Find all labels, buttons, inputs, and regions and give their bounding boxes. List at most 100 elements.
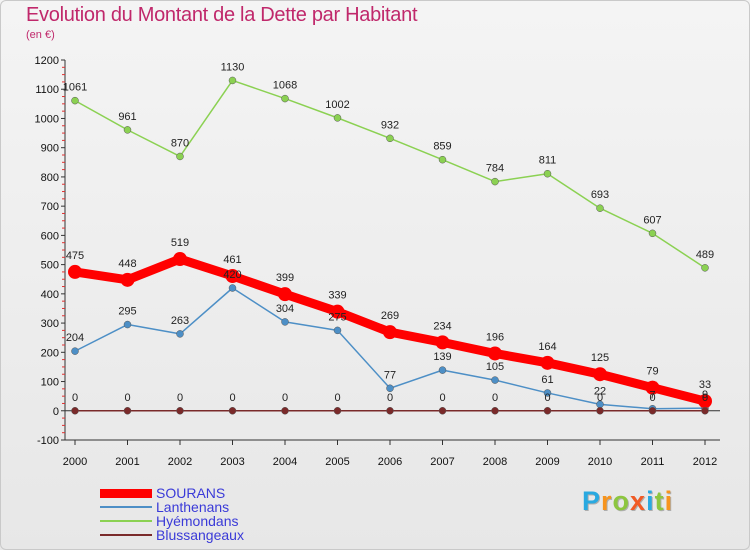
- data-point: [176, 407, 184, 415]
- data-label: 784: [486, 163, 504, 175]
- data-label: 519: [171, 237, 189, 249]
- data-point: [123, 320, 132, 329]
- data-label: 275: [328, 311, 346, 323]
- y-tick-label: 600: [41, 230, 59, 242]
- data-label: 420: [223, 269, 241, 281]
- data-label: 399: [276, 272, 294, 284]
- data-point: [543, 407, 552, 415]
- data-point: [123, 407, 132, 415]
- data-point: [386, 134, 394, 143]
- data-label: 0: [124, 392, 130, 404]
- data-label: 461: [223, 254, 241, 266]
- data-label: 961: [118, 111, 136, 123]
- data-label: 0: [334, 392, 340, 404]
- data-label: 263: [171, 315, 189, 327]
- legend-label: Blussangeaux: [156, 527, 244, 543]
- x-tick-label: 2008: [483, 456, 507, 468]
- data-point: [698, 394, 712, 409]
- y-tick-label: 900: [41, 143, 59, 155]
- data-point: [386, 384, 394, 393]
- data-label: 295: [118, 306, 136, 318]
- y-tick-label: 1000: [35, 113, 59, 125]
- data-label: 7: [649, 390, 655, 402]
- y-tick-label: 200: [41, 347, 59, 359]
- data-label: 859: [433, 141, 451, 153]
- y-tick-label: -100: [37, 435, 59, 447]
- data-label: 0: [177, 392, 183, 404]
- data-point: [593, 367, 607, 382]
- x-tick-label: 2005: [325, 456, 349, 468]
- page-subtitle: (en €): [26, 29, 55, 41]
- data-point: [648, 229, 657, 238]
- data-label: 1061: [63, 82, 87, 94]
- data-point: [123, 126, 132, 134]
- data-point: [281, 318, 289, 326]
- data-label: 1130: [221, 61, 245, 73]
- data-point: [333, 326, 342, 335]
- x-tick-label: 2003: [220, 456, 244, 468]
- data-label: 304: [276, 303, 294, 315]
- data-label: 811: [539, 155, 557, 167]
- legend-label: Lanthenans: [156, 499, 230, 515]
- data-point: [281, 407, 289, 415]
- y-tick-label: 400: [41, 289, 59, 301]
- data-label: 870: [171, 137, 189, 149]
- data-label: 269: [381, 310, 399, 322]
- data-point: [488, 346, 502, 361]
- y-tick-label: 1100: [35, 84, 59, 96]
- logo-letter: i: [664, 486, 674, 516]
- y-tick-label: 300: [41, 318, 59, 330]
- data-point: [278, 287, 292, 302]
- data-point: [71, 96, 79, 105]
- data-point: [225, 269, 240, 284]
- data-label: 105: [486, 361, 504, 373]
- data-point: [596, 204, 604, 212]
- data-point: [228, 407, 237, 415]
- data-point: [383, 325, 397, 340]
- y-tick-label: 700: [41, 201, 59, 213]
- data-label: 0: [649, 392, 655, 404]
- data-point: [333, 407, 342, 415]
- data-label: 125: [591, 352, 609, 364]
- x-tick-label: 2012: [693, 456, 717, 468]
- data-label: 0: [597, 392, 603, 404]
- data-label: 196: [486, 331, 504, 343]
- data-point: [71, 347, 79, 355]
- x-tick-label: 2006: [378, 456, 402, 468]
- logo-letter: r: [601, 486, 613, 516]
- data-label: 1068: [273, 80, 297, 92]
- chart-axes: -100010020030040050060070080090010001100…: [35, 55, 720, 468]
- y-tick-label: 0: [53, 406, 59, 418]
- series-labels: 1061961870113010681002932859784811693607…: [63, 61, 714, 403]
- logo-letter: t: [654, 486, 665, 516]
- data-label: 77: [384, 369, 396, 381]
- page-title: Evolution du Montant de la Dette par Hab…: [26, 4, 418, 26]
- data-label: 22: [594, 385, 606, 397]
- data-label: 489: [696, 249, 714, 261]
- data-point: [281, 94, 289, 103]
- data-point: [491, 177, 499, 186]
- x-tick-label: 2001: [115, 456, 139, 468]
- data-point: [386, 407, 394, 415]
- data-point: [435, 335, 450, 350]
- data-point: [228, 76, 237, 85]
- data-label: 33: [699, 379, 711, 391]
- y-tick-label: 800: [41, 172, 59, 184]
- data-label: 0: [702, 392, 708, 404]
- data-label: 139: [433, 351, 451, 363]
- x-tick-label: 2011: [641, 456, 665, 468]
- x-tick-label: 2009: [535, 456, 559, 468]
- data-label: 0: [229, 392, 235, 404]
- logo-letter: o: [612, 486, 631, 516]
- data-point: [596, 407, 604, 415]
- data-point: [543, 389, 552, 397]
- data-label: 234: [433, 320, 451, 332]
- data-point: [330, 304, 345, 319]
- data-point: [438, 407, 447, 415]
- x-tick-label: 2000: [63, 456, 87, 468]
- data-label: 0: [439, 392, 445, 404]
- data-point: [333, 114, 342, 122]
- data-point: [491, 376, 499, 384]
- series-points: [68, 76, 712, 415]
